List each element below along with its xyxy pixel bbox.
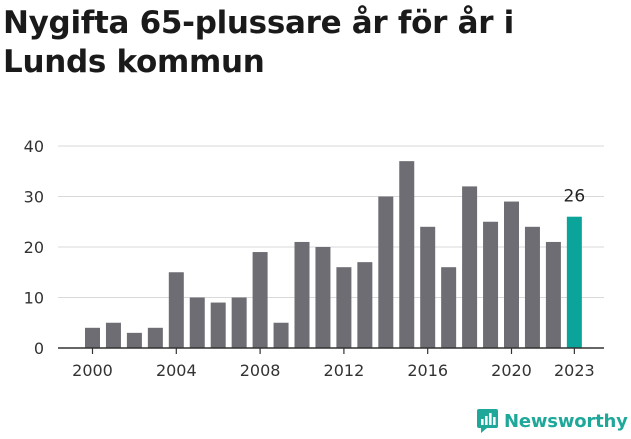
bar-2002 (126, 332, 142, 348)
bar-2004 (168, 272, 184, 348)
bar-2018 (462, 186, 478, 348)
bar-2017 (441, 267, 457, 348)
bar-2003 (147, 327, 163, 348)
bar-2008 (252, 252, 268, 348)
bar-2007 (231, 297, 247, 348)
bar-2016 (420, 226, 436, 348)
x-tick-label: 2016 (407, 361, 448, 380)
bar-2020 (504, 201, 519, 348)
y-tick-label: 10 (24, 289, 44, 308)
x-tick-label: 2020 (491, 361, 532, 380)
y-tick-label: 20 (24, 238, 44, 257)
bar-2014 (378, 196, 394, 348)
x-tick-label: 2023 (554, 361, 595, 380)
bar-2009 (273, 322, 289, 348)
chart-title: Nygifta 65-plussare år för år i Lunds ko… (3, 5, 514, 80)
bar-2001 (105, 322, 121, 348)
x-tick-label: 2004 (156, 361, 197, 380)
bars (85, 161, 582, 348)
gridlines (58, 145, 604, 298)
bar-2006 (210, 302, 226, 348)
x-tick-label: 2008 (240, 361, 281, 380)
y-axis-tick-labels: 0 10 20 30 40 (24, 137, 44, 358)
y-tick-label: 30 (24, 188, 44, 207)
bar-2019 (483, 221, 499, 348)
data-label-2023: 26 (564, 187, 586, 207)
bar-2022 (545, 241, 561, 348)
y-tick-label: 40 (24, 137, 44, 156)
bar-2011 (315, 247, 331, 348)
data-labels: 26 (564, 187, 586, 207)
newsworthy-brand: Newsworthy (476, 406, 628, 436)
x-axis-tick-labels: 2000 2004 2008 2012 2016 2020 2023 (72, 348, 595, 380)
bar-2010 (294, 241, 310, 348)
x-tick-label: 2012 (324, 361, 365, 380)
x-tick-label: 2000 (72, 361, 113, 380)
bar-2012 (336, 267, 352, 348)
brand-name: Newsworthy (504, 410, 628, 432)
y-tick-label: 0 (34, 339, 44, 358)
bar-2015 (399, 161, 415, 348)
bar-highlight-2023 (566, 216, 582, 348)
bar-2013 (357, 262, 373, 348)
bar-2021 (524, 226, 540, 348)
bar-2005 (189, 297, 205, 348)
newsworthy-logo-icon (477, 409, 498, 433)
bar-2000 (85, 327, 100, 348)
